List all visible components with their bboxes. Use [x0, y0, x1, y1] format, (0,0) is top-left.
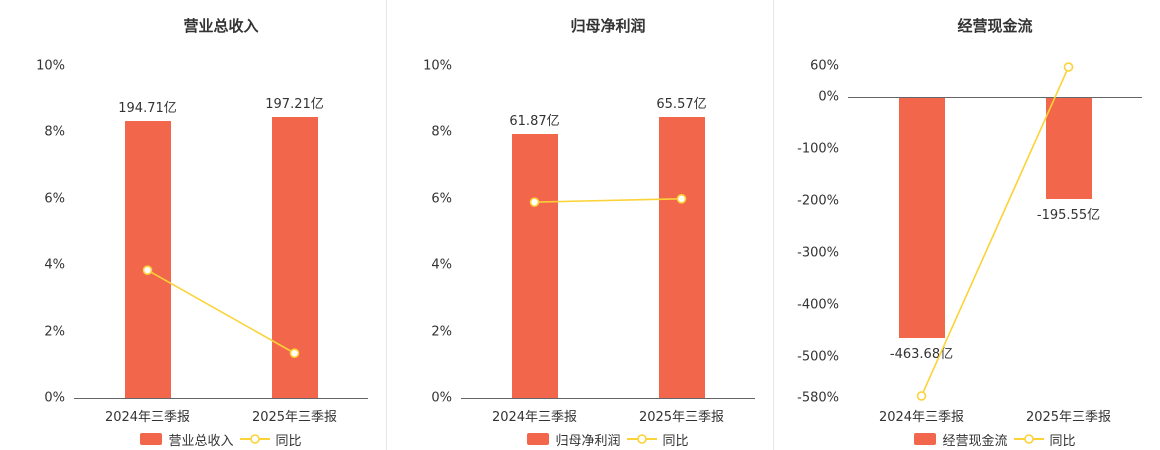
- legend-line-icon[interactable]: [626, 433, 657, 445]
- x-axis-operating-cash-flow: 2024年三季报 2025年三季报: [848, 406, 1142, 425]
- legend-bar-swatch[interactable]: [914, 433, 937, 445]
- x-axis-label: 2024年三季报: [878, 410, 965, 425]
- bar-value-label: 65.57亿: [656, 97, 707, 113]
- y-axis-tick: -400%: [797, 297, 839, 313]
- y-axis-tick: -200%: [797, 193, 839, 209]
- y-axis-tick: -500%: [797, 349, 839, 364]
- y-axis-tick: 6%: [431, 191, 452, 207]
- bar-2025年三季报[interactable]: [271, 117, 318, 398]
- legend-line-label[interactable]: 同比: [662, 433, 689, 449]
- bar-value-label: -195.55亿: [1036, 207, 1101, 223]
- legend-bar-label[interactable]: 经营现金流: [942, 433, 1008, 449]
- chart-panel-revenue: 营业总收入 10% 8% 6% 4% 2% 0% 194.71亿 197.21亿 2024年三…: [0, 0, 386, 450]
- legend-bar-label[interactable]: 营业总收入: [168, 433, 234, 449]
- bar-value-label: 194.71亿: [118, 100, 177, 116]
- plot-area-revenue: 10% 8% 6% 4% 2% 0% 194.71亿 197.21亿: [36, 59, 368, 406]
- y-axis-tick: 8%: [431, 124, 452, 140]
- legend-line-icon[interactable]: [1013, 433, 1044, 445]
- chart-title-net-profit: 归母净利润: [570, 17, 646, 35]
- y-axis-tick: 6%: [44, 191, 65, 207]
- bar-2025年三季报[interactable]: [1045, 97, 1092, 199]
- bar-value-label: 61.87亿: [509, 114, 560, 130]
- legend-line-icon[interactable]: [239, 433, 270, 445]
- x-axis-label: 2024年三季报: [104, 410, 191, 425]
- legend-line-label[interactable]: 同比: [1049, 433, 1076, 449]
- y-axis-tick: 0%: [431, 390, 452, 406]
- bar-2024年三季报[interactable]: [511, 134, 558, 398]
- legend-revenue: 营业总收入 同比: [74, 430, 368, 449]
- y-axis-tick: 2%: [431, 324, 452, 340]
- x-axis-label: 2025年三季报: [251, 410, 338, 425]
- y-axis-tick: 10%: [36, 58, 65, 74]
- legend-bar-swatch[interactable]: [527, 433, 550, 445]
- y-axis-tick: 2%: [44, 324, 65, 340]
- y-axis-tick: 0%: [818, 89, 839, 105]
- y-axis-tick: -100%: [797, 141, 839, 157]
- y-axis-tick: 0%: [44, 390, 65, 406]
- y-axis-tick: 60%: [810, 58, 839, 74]
- x-axis-revenue: 2024年三季报 2025年三季报: [74, 406, 368, 425]
- bar-value-label: -463.68亿: [889, 346, 954, 362]
- bar-2025年三季报[interactable]: [658, 117, 705, 398]
- legend-bar-label[interactable]: 归母净利润: [555, 433, 621, 449]
- x-axis-label: 2024年三季报: [491, 410, 578, 425]
- yoy-line-series: [142, 265, 300, 358]
- x-axis-label: 2025年三季报: [638, 410, 725, 425]
- y-axis-tick: -300%: [797, 245, 839, 261]
- y-axis-tick: 10%: [423, 58, 452, 74]
- yoy-line-series: [529, 194, 687, 207]
- x-axis-net-profit: 2024年三季报 2025年三季报: [461, 406, 755, 425]
- zero-axis-line: [848, 97, 1142, 99]
- legend-line-label[interactable]: 同比: [275, 433, 302, 449]
- zero-axis-line: [74, 398, 368, 399]
- bar-2024年三季报[interactable]: [124, 120, 171, 398]
- y-axis-tick: -580%: [797, 390, 839, 406]
- chart-panel-net-profit: 归母净利润 10% 8% 6% 4% 2% 0% 61.87亿 65.57亿 2024年三季报…: [386, 0, 773, 450]
- bar-2024年三季报[interactable]: [898, 97, 945, 338]
- legend-net-profit: 归母净利润 同比: [461, 430, 755, 449]
- y-axis-tick: 8%: [44, 124, 65, 140]
- x-axis-label: 2025年三季报: [1025, 410, 1112, 425]
- plot-area-net-profit: 10% 8% 6% 4% 2% 0% 61.87亿 65.57亿: [423, 59, 755, 406]
- bar-value-label: 197.21亿: [265, 97, 324, 113]
- plot-area-operating-cash-flow: 60% 0% -100% -200% -300% -400% -500% -580% -463.…: [797, 59, 1142, 406]
- y-axis-tick: 4%: [44, 257, 65, 273]
- legend-bar-swatch[interactable]: [140, 433, 163, 445]
- chart-panel-operating-cash-flow: 经营现金流 60% 0% -100% -200% -300% -400% -500% -580…: [773, 0, 1160, 450]
- legend-operating-cash-flow: 经营现金流 同比: [848, 430, 1142, 449]
- zero-axis-line: [461, 398, 755, 399]
- y-axis-tick: 4%: [431, 257, 452, 273]
- chart-title-revenue: 营业总收入: [183, 17, 259, 35]
- chart-title-operating-cash-flow: 经营现金流: [957, 17, 1033, 35]
